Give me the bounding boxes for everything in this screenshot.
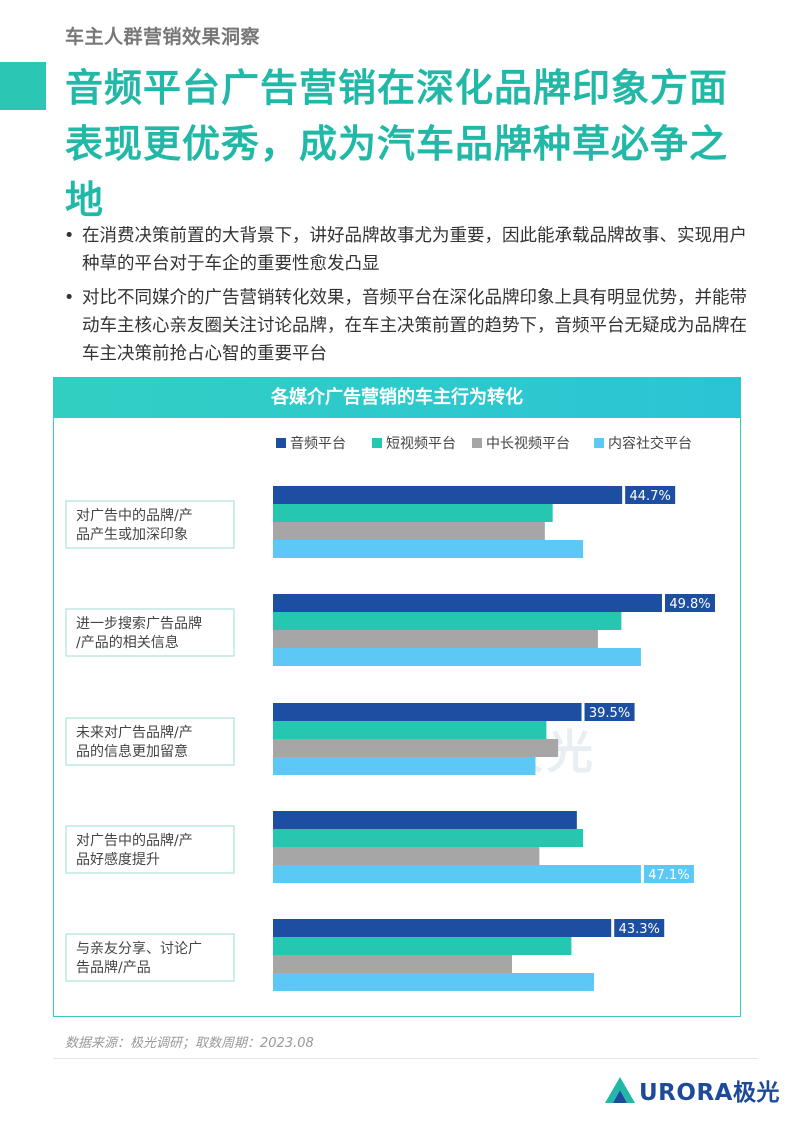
data-label-bg [643, 865, 694, 883]
data-label: 39.5% [589, 706, 630, 721]
data-label: 47.1% [648, 868, 689, 883]
bar [273, 757, 536, 775]
bar [273, 955, 513, 973]
bar [273, 703, 582, 721]
bar [273, 648, 641, 666]
data-label: 43.3% [619, 922, 660, 937]
bar [273, 594, 662, 612]
brand-logo: URORA极光 [603, 1072, 780, 1108]
bar [273, 865, 641, 883]
legend-swatch [472, 438, 482, 448]
bar [273, 630, 598, 648]
category-label: 品的信息更加留意 [76, 743, 188, 760]
category-label: 对广告中的品牌/产 [76, 832, 193, 849]
category-label-box [65, 825, 235, 874]
page-headline: 音频平台广告营销在深化品牌印象方面表现更优秀，成为汽车品牌种草必争之地 [65, 66, 729, 222]
legend-label: 中长视频平台 [486, 436, 570, 452]
data-source: 数据来源：极光调研；取数周期：2023.08 [65, 1036, 314, 1051]
accent-block [0, 62, 46, 110]
bar [273, 721, 547, 739]
category-label: 品产生或加深印象 [76, 527, 188, 543]
category-label: 与亲友分享、讨论广 [76, 940, 202, 957]
bar [273, 811, 577, 829]
bullet-marker: • [64, 226, 75, 246]
bar [273, 540, 584, 558]
bullet-list: • 在消费决策前置的大背景下，讲好品牌故事尤为重要，因此能承载品牌故事、实现用户种… [62, 222, 752, 374]
legend-label: 内容社交平台 [608, 435, 692, 452]
aurora-logo-icon [605, 1077, 635, 1103]
legend-swatch [372, 438, 382, 448]
bar [273, 973, 595, 991]
bar [273, 739, 559, 757]
data-label-bg [614, 919, 665, 937]
bullet-text: 对比不同媒介的广告营销转化效果，音频平台在深化品牌印象上具有明显优势，并能带动车… [82, 288, 747, 364]
chart-title: 各媒介广告营销的车主行为转化 [54, 378, 740, 418]
bar [273, 919, 612, 937]
legend-swatch [594, 438, 604, 448]
category-label: 进一步搜索广告品牌 [76, 615, 202, 632]
legend-label: 音频平台 [290, 435, 346, 452]
bar [273, 486, 623, 504]
category-label: 告品牌/产品 [76, 959, 151, 976]
bullet-text: 在消费决策前置的大背景下，讲好品牌故事尤为重要，因此能承载品牌故事、实现用户种草… [82, 226, 747, 274]
bar [273, 937, 572, 955]
data-label-bg [625, 486, 676, 504]
logo-text: URORA极光 [639, 1080, 780, 1106]
category-label-box [65, 608, 235, 657]
data-label: 49.8% [669, 597, 710, 612]
bar [273, 522, 545, 540]
bullet-marker: • [64, 288, 75, 308]
bar [273, 847, 540, 865]
category-label-box [65, 933, 235, 982]
category-label-box [65, 500, 235, 549]
legend-label: 短视频平台 [386, 436, 456, 452]
data-label-bg [584, 703, 635, 721]
category-label: 品好感度提升 [76, 851, 160, 868]
data-label: 44.7% [630, 489, 671, 504]
footer-divider [53, 1058, 758, 1059]
category-label: 未来对广告品牌/产 [76, 724, 193, 741]
bar [273, 504, 553, 522]
legend-swatch [276, 438, 286, 448]
category-label: /产品的相关信息 [76, 634, 179, 651]
section-tag: 车主人群营销效果洞察 [65, 26, 261, 48]
bullet-item: • 对比不同媒介的广告营销转化效果，音频平台在深化品牌印象上具有明显优势，并能带动… [62, 284, 752, 368]
data-label-bg [665, 594, 715, 612]
category-label-box [65, 717, 235, 766]
chart-card: 各媒介广告营销的车主行为转化 URORA极光音频平台短视频平台中长视频平台内容社… [53, 377, 741, 1017]
bullet-item: • 在消费决策前置的大背景下，讲好品牌故事尤为重要，因此能承载品牌故事、实现用户种… [62, 222, 752, 278]
bar [273, 612, 622, 630]
bar-chart: URORA极光音频平台短视频平台中长视频平台内容社交平台对广告中的品牌/产品产生… [65, 435, 715, 991]
bar [273, 829, 584, 847]
category-label: 对广告中的品牌/产 [76, 507, 193, 524]
